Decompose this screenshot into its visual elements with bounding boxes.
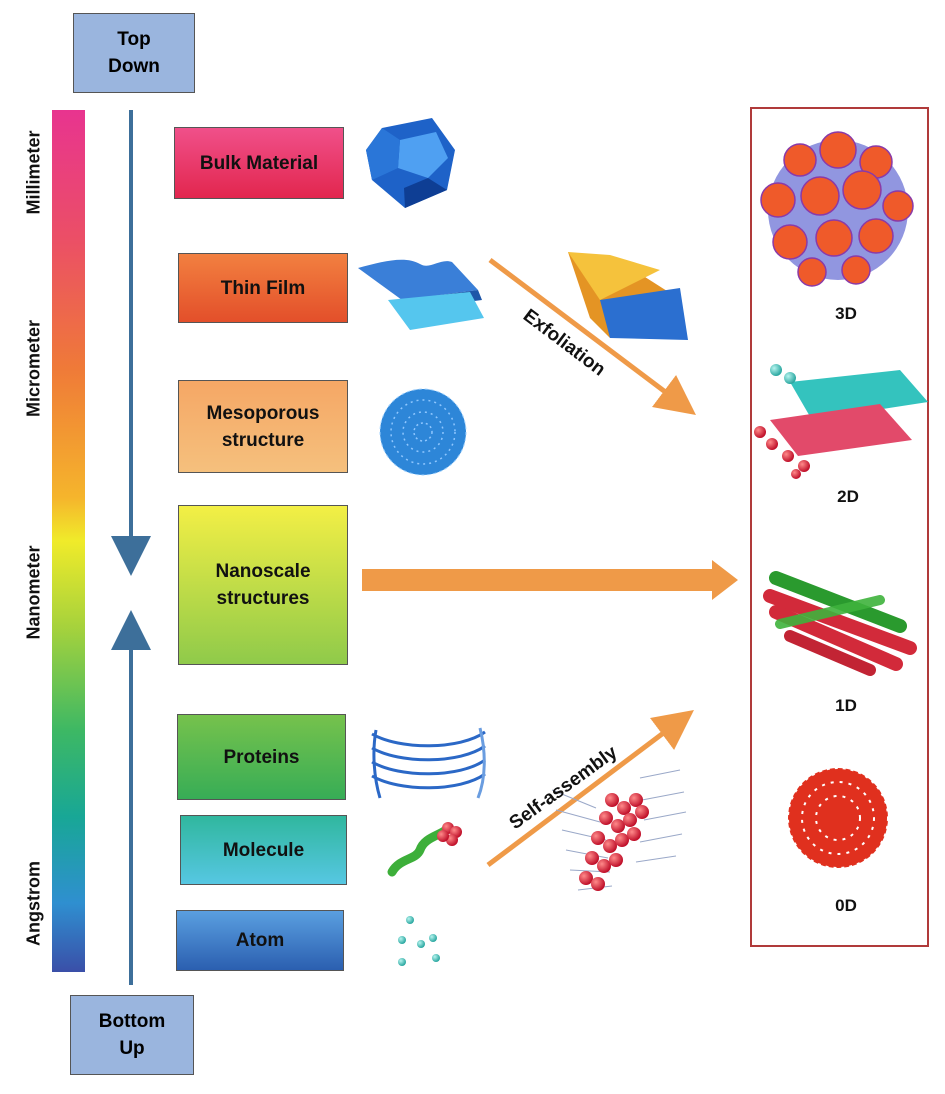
1d-structure-icon — [763, 571, 917, 676]
bulk-material-box: Bulk Material — [174, 127, 344, 199]
nanoscale-to-dimension-arrow — [362, 560, 738, 600]
thin-film-icon — [358, 259, 484, 330]
bulk-material-icon — [366, 118, 455, 208]
self-assembly-arrow — [486, 709, 694, 867]
molecule-icon — [387, 822, 462, 877]
atoms-icon — [398, 916, 440, 966]
atom-box: Atom — [176, 910, 344, 971]
top-down-box: Top Down — [73, 13, 195, 93]
nanoscale-label: Nanoscale structures — [215, 561, 311, 609]
proteins-label: Proteins — [223, 746, 300, 768]
proteins-box: Proteins — [177, 714, 346, 800]
thin-film-label: Thin Film — [220, 277, 306, 299]
3d-structure-icon — [760, 131, 914, 287]
molecule-label: Molecule — [222, 839, 305, 861]
dimension-label-1d: 1D — [835, 696, 857, 715]
molecule-box: Molecule — [180, 815, 347, 885]
mesoporous-box: Mesoporous structure — [178, 380, 348, 473]
mesoporous-sphere-icon — [379, 388, 467, 476]
2d-structure-icon — [754, 364, 928, 479]
exfoliated-flake-icon — [568, 252, 688, 340]
mesoporous-label: Mesoporous structure — [206, 402, 320, 451]
dimension-label-2d: 2D — [837, 487, 859, 506]
nanoscale-box: Nanoscale structures — [178, 505, 348, 665]
thin-film-box: Thin Film — [178, 253, 348, 323]
dimension-panel — [750, 107, 929, 947]
self-assembly-icon — [551, 769, 687, 891]
bottom-up-box: Bottom Up — [70, 995, 194, 1075]
protein-icon — [371, 727, 486, 799]
exfoliation-arrow — [488, 258, 696, 416]
dimension-label-3d: 3D — [835, 304, 857, 323]
bulk-material-label: Bulk Material — [199, 152, 319, 174]
scale-gradient-bar — [52, 110, 85, 972]
dimension-label-0d: 0D — [835, 896, 857, 915]
0d-structure-icon — [787, 767, 889, 869]
atom-label: Atom — [235, 930, 285, 951]
top-down-label: Top Down — [108, 29, 160, 77]
bottom-up-label: Bottom Up — [98, 1011, 166, 1059]
